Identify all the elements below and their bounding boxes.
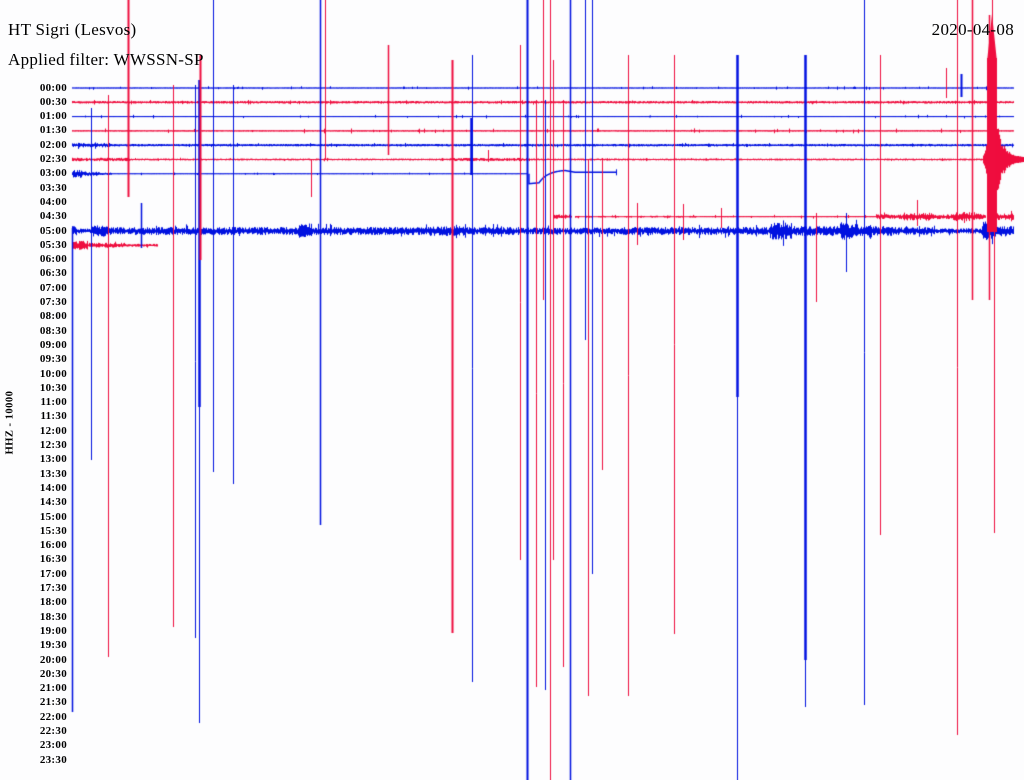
- time-label-21:00: 21:00: [39, 682, 67, 695]
- time-label-00:30: 00:30: [39, 95, 67, 108]
- time-label-17:30: 17:30: [39, 582, 67, 594]
- time-label-16:00: 16:00: [39, 539, 67, 552]
- time-label-09:30: 09:30: [39, 353, 67, 366]
- applied-filter-label: Applied filter: WWSSN-SP: [8, 50, 204, 69]
- time-label-05:00: 05:00: [39, 224, 67, 237]
- time-label-09:00: 09:00: [39, 338, 67, 351]
- time-label-11:30: 11:30: [40, 410, 67, 423]
- station-title: HT Sigri (Lesvos): [8, 20, 137, 39]
- time-label-23:00: 23:00: [39, 739, 67, 752]
- time-label-07:00: 07:00: [39, 281, 67, 294]
- time-label-22:30: 22:30: [39, 725, 67, 737]
- time-label-19:00: 19:00: [39, 624, 67, 637]
- time-label-10:00: 10:00: [39, 367, 67, 380]
- time-label-01:00: 01:00: [39, 110, 67, 123]
- time-label-14:30: 14:30: [39, 496, 67, 509]
- time-label-06:30: 06:30: [39, 267, 67, 280]
- time-label-23:30: 23:30: [39, 753, 67, 766]
- date-label: 2020-04-08: [931, 20, 1014, 39]
- time-label-02:30: 02:30: [39, 153, 67, 165]
- time-label-19:30: 19:30: [39, 639, 67, 652]
- time-label-18:30: 18:30: [39, 610, 67, 623]
- time-label-14:00: 14:00: [39, 481, 67, 494]
- time-label-12:00: 12:00: [39, 424, 67, 437]
- time-label-00:00: 00:00: [39, 81, 67, 94]
- time-label-02:00: 02:00: [39, 138, 67, 151]
- time-label-07:30: 07:30: [39, 296, 67, 308]
- time-label-20:00: 20:00: [39, 653, 67, 666]
- time-label-08:30: 08:30: [39, 324, 67, 337]
- time-label-06:00: 06:00: [39, 253, 67, 266]
- time-label-17:00: 17:00: [39, 567, 67, 580]
- time-label-18:00: 18:00: [39, 596, 67, 609]
- time-label-13:00: 13:00: [39, 453, 67, 466]
- time-label-04:00: 04:00: [39, 195, 67, 208]
- time-label-13:30: 13:30: [39, 467, 67, 480]
- time-label-08:00: 08:00: [39, 310, 67, 323]
- time-label-05:30: 05:30: [39, 238, 67, 251]
- time-label-03:30: 03:30: [39, 181, 67, 194]
- time-label-11:00: 11:00: [40, 396, 67, 409]
- time-label-16:30: 16:30: [39, 553, 67, 566]
- time-label-04:30: 04:30: [39, 210, 67, 223]
- time-label-15:30: 15:30: [39, 524, 67, 537]
- time-label-22:00: 22:00: [39, 710, 67, 723]
- time-label-01:30: 01:30: [39, 124, 67, 137]
- time-label-03:00: 03:00: [39, 167, 67, 180]
- time-label-21:30: 21:30: [39, 696, 67, 709]
- time-label-12:30: 12:30: [39, 439, 67, 451]
- time-label-10:30: 10:30: [39, 381, 67, 394]
- time-label-15:00: 15:00: [39, 510, 67, 523]
- time-label-20:30: 20:30: [39, 667, 67, 680]
